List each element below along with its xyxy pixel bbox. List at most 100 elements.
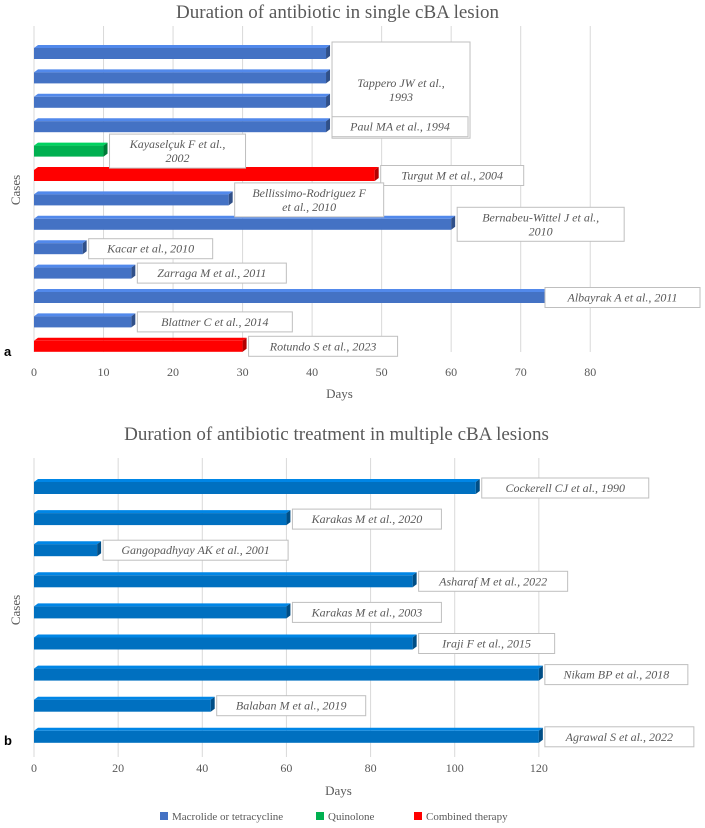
y-axis-label: Cases	[8, 595, 23, 625]
annotation-box	[544, 664, 689, 686]
bar-side-face	[286, 603, 291, 619]
bar-side-face	[131, 264, 136, 279]
annotation-text: 2010	[529, 224, 553, 238]
bar	[34, 142, 108, 157]
x-tick-label: 0	[31, 761, 37, 775]
annotation-box	[291, 508, 442, 530]
bar-top-face	[34, 510, 291, 514]
bar	[34, 603, 291, 619]
annotation-box	[481, 477, 650, 499]
annotation-box	[109, 133, 247, 169]
annotation-label: Karakas M et al., 2020	[291, 508, 442, 530]
bar	[34, 634, 417, 650]
annotation-box	[544, 726, 695, 748]
annotation-label: Asharaf M et al., 2022	[418, 570, 569, 592]
bar	[34, 167, 379, 181]
bar-side-face	[131, 313, 136, 328]
x-tick-label: 80	[584, 365, 596, 379]
bar-front-face	[34, 482, 476, 494]
bar-top-face	[34, 93, 331, 97]
bar-top-face	[34, 665, 543, 669]
x-tick-label: 50	[376, 365, 388, 379]
bar-front-face	[34, 513, 287, 526]
bar-front-face	[34, 637, 413, 650]
annotation-text: Bellissimo-Rodriguez F	[252, 186, 366, 200]
bar-top-face	[34, 264, 136, 268]
bar-front-face	[34, 218, 452, 230]
annotation-text: Albayrak A et al., 2011	[567, 291, 678, 305]
annotation-text: Karakas M et al., 2003	[311, 605, 423, 619]
bar-front-face	[34, 730, 539, 743]
bar-side-face	[538, 665, 543, 681]
annotation-label: Karakas M et al., 2003	[291, 601, 442, 623]
bar-top-face	[34, 45, 331, 48]
bar-front-face	[34, 170, 375, 181]
annotation-text: Kayaselçuk F et al.,	[129, 137, 226, 151]
bar-front-face	[34, 316, 132, 328]
annotation-box	[216, 695, 367, 717]
annotation-box	[88, 238, 214, 260]
x-tick-label: 100	[446, 761, 464, 775]
annotation-text: Zarraga M et al., 2011	[157, 266, 266, 280]
bar-top-face	[34, 118, 331, 122]
annotation-box	[136, 311, 293, 333]
y-axis-label: Cases	[8, 175, 23, 205]
bar	[34, 510, 291, 526]
annotation-text: Turgut M et al., 2004	[401, 169, 503, 183]
bar	[34, 191, 233, 206]
legend-entry: Quinolone	[328, 811, 375, 823]
bar-top-face	[34, 634, 417, 638]
bar-top-face	[34, 541, 102, 545]
bar-side-face	[326, 118, 331, 133]
bar-top-face	[34, 572, 417, 576]
bar-side-face	[286, 510, 291, 526]
bar-front-face	[34, 292, 556, 303]
bar-top-face	[34, 603, 291, 607]
annotation-box	[102, 539, 289, 561]
bar	[34, 541, 102, 557]
bar	[34, 696, 215, 712]
annotation-text: Karakas M et al., 2020	[311, 512, 423, 526]
bar-front-face	[34, 72, 327, 84]
x-tick-label: 40	[306, 365, 318, 379]
annotation-text: 2002	[166, 151, 190, 165]
bar-front-face	[34, 606, 287, 619]
annotation-text: Rotundo S et al., 2023	[269, 339, 377, 353]
panel-label: a	[4, 344, 12, 359]
chart-a-single-lesion: Duration of antibiotic in single cBA les…	[4, 2, 701, 401]
annotation-text: Balaban M et al., 2019	[236, 699, 347, 713]
bar	[34, 118, 331, 133]
x-tick-label: 0	[31, 365, 37, 379]
annotation-text: Gangopadhyay AK et al., 2001	[121, 543, 269, 557]
bar-top-face	[34, 479, 480, 482]
annotation-text: et al., 2010	[282, 200, 336, 214]
legend-entry: Macrolide or tetracycline	[172, 811, 283, 823]
annotation-box	[291, 601, 442, 623]
x-tick-label: 20	[167, 365, 179, 379]
bar-side-face	[326, 45, 331, 59]
annotation-box	[380, 165, 525, 186]
legend-swatch	[414, 812, 422, 820]
bar	[34, 313, 136, 328]
annotation-box	[234, 182, 385, 218]
bar-side-face	[326, 93, 331, 108]
bar-side-face	[451, 215, 456, 230]
bar-front-face	[34, 194, 229, 206]
bar-side-face	[412, 634, 417, 650]
x-axis-label: Days	[326, 386, 353, 401]
bar	[34, 337, 247, 352]
bar-front-face	[34, 699, 211, 712]
annotation-text: Asharaf M et al., 2022	[438, 574, 547, 588]
annotation-text: Bernabeu-Wittel J et al.,	[482, 210, 599, 224]
bar-side-face	[412, 572, 417, 588]
annotation-label: Rotundo S et al., 2023	[248, 335, 399, 357]
annotation-label: Zarraga M et al., 2011	[136, 262, 287, 284]
annotation-label: Blattner C et al., 2014	[136, 311, 293, 333]
bar-top-face	[34, 142, 108, 146]
bar-side-face	[242, 337, 247, 352]
legend-swatch	[160, 812, 168, 820]
annotation-box	[544, 287, 701, 308]
bar-top-face	[34, 696, 215, 700]
bar	[34, 572, 417, 588]
